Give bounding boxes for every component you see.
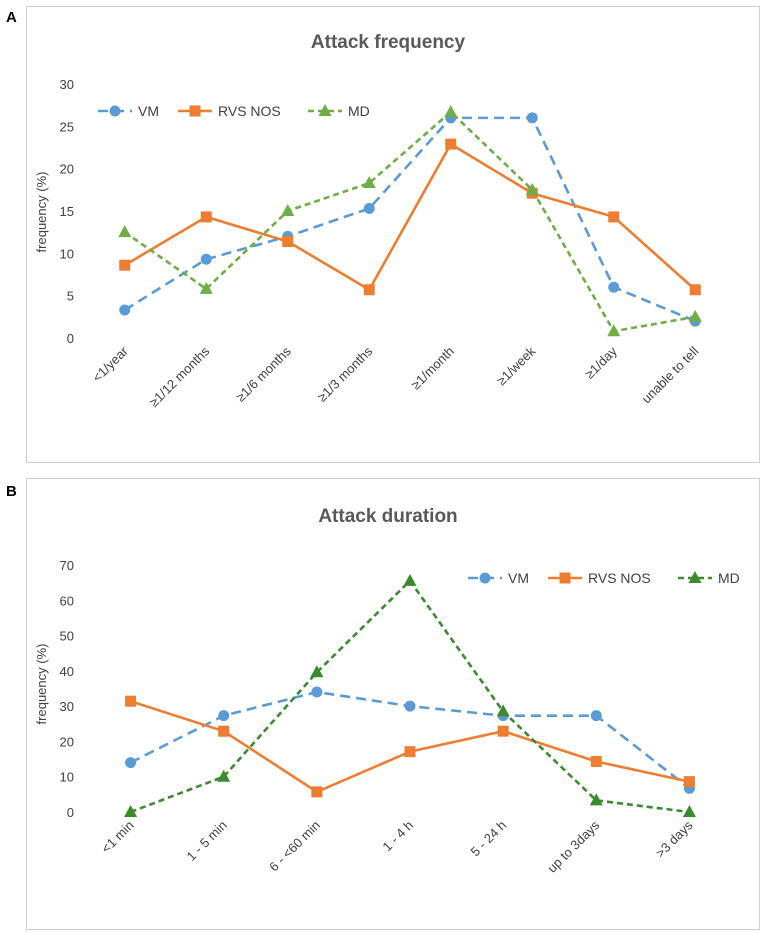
point-a-vm-1 <box>200 253 212 265</box>
point-b-vm-1 <box>218 710 230 722</box>
series-b-rvs-nos <box>125 695 695 798</box>
y-tick-b-7: 70 <box>60 558 74 573</box>
point-a-vm-0 <box>119 304 131 316</box>
y-tick-a-2: 10 <box>60 246 74 261</box>
legend-marker-b-vm <box>479 572 491 584</box>
point-a-md-1 <box>199 281 213 294</box>
y-axis-label-b: frequency (%) <box>34 644 49 725</box>
point-a-md-3 <box>362 176 376 189</box>
y-tick-a-0: 0 <box>67 331 74 346</box>
legend-marker-b-md <box>688 571 702 583</box>
point-b-md-2 <box>310 665 324 678</box>
legend-label-a-vm: VM <box>138 103 159 119</box>
point-b-md-5 <box>589 793 603 806</box>
point-a-md-4 <box>444 104 458 117</box>
y-tick-b-4: 40 <box>60 664 74 679</box>
legend-label-a-rvs-nos: RVS NOS <box>218 103 281 119</box>
y-tick-b-0: 0 <box>67 805 74 820</box>
point-a-md-6 <box>607 324 621 337</box>
point-a-rvs-nos-1 <box>200 211 212 223</box>
point-a-md-2 <box>281 204 295 216</box>
point-b-rvs-nos-3 <box>404 746 416 758</box>
series-line-a-md <box>124 110 696 333</box>
point-a-md-0 <box>118 225 132 238</box>
y-tick-a-4: 20 <box>60 162 74 177</box>
y-axis-label-a: frequency (%) <box>34 172 49 253</box>
point-a-rvs-nos-0 <box>119 259 131 271</box>
y-tick-a-1: 5 <box>67 289 74 304</box>
point-a-vm-5 <box>526 112 538 124</box>
point-b-rvs-nos-5 <box>590 756 602 768</box>
point-a-md-7 <box>688 309 702 322</box>
legend-label-b-md: MD <box>718 570 740 586</box>
point-b-rvs-nos-2 <box>311 786 323 798</box>
series-line-a-rvs-nos <box>124 142 697 292</box>
chart-title-a: Attack frequency <box>311 32 466 53</box>
legend-marker-a-md <box>318 104 332 116</box>
point-a-rvs-nos-4 <box>445 138 457 150</box>
panel-letter-b: B <box>6 483 17 500</box>
point-a-rvs-nos-2 <box>282 235 294 247</box>
point-b-rvs-nos-4 <box>497 725 509 737</box>
legend-a: VM RVS NOS MD <box>98 103 370 119</box>
y-tick-a-6: 30 <box>60 77 74 92</box>
point-a-rvs-nos-3 <box>363 284 375 296</box>
y-tick-b-5: 50 <box>60 629 74 644</box>
point-b-md-4 <box>496 704 510 717</box>
y-tick-a-5: 25 <box>60 119 74 134</box>
series-a-md <box>118 104 702 337</box>
panel-letter-a: A <box>6 9 17 26</box>
point-b-rvs-nos-1 <box>218 725 230 737</box>
series-line-a-vm <box>124 116 696 323</box>
point-a-md-5 <box>525 182 539 195</box>
point-b-md-3 <box>403 573 417 586</box>
chart-title-b: Attack duration <box>318 506 457 527</box>
y-tick-b-3: 30 <box>60 699 74 714</box>
point-b-vm-0 <box>125 757 137 769</box>
legend-label-b-vm: VM <box>508 570 529 586</box>
point-a-vm-6 <box>608 281 620 293</box>
y-tick-b-6: 60 <box>60 593 74 608</box>
point-b-md-1 <box>217 769 231 782</box>
point-b-vm-3 <box>404 700 416 712</box>
point-b-md-0 <box>124 805 138 817</box>
legend-label-b-rvs-nos: RVS NOS <box>588 570 651 586</box>
point-b-md-6 <box>682 805 696 817</box>
y-tick-b-1: 10 <box>60 770 74 785</box>
y-tick-a-3: 15 <box>60 204 74 219</box>
point-a-vm-3 <box>363 202 375 214</box>
legend-marker-a-vm <box>109 105 121 117</box>
point-b-vm-5 <box>590 710 602 722</box>
point-a-rvs-nos-6 <box>608 211 620 223</box>
point-b-vm-2 <box>311 686 323 698</box>
series-b-md <box>124 573 696 817</box>
legend-marker-a-rvs-nos <box>189 105 201 117</box>
point-a-rvs-nos-7 <box>689 284 701 296</box>
point-b-rvs-nos-0 <box>125 695 137 707</box>
legend-label-a-md: MD <box>348 103 370 119</box>
y-tick-b-2: 20 <box>60 734 74 749</box>
legend-b: VM RVS NOS MD <box>468 570 740 586</box>
point-b-rvs-nos-6 <box>683 776 695 788</box>
panel-a-frame <box>26 6 760 463</box>
legend-marker-b-rvs-nos <box>559 572 571 584</box>
